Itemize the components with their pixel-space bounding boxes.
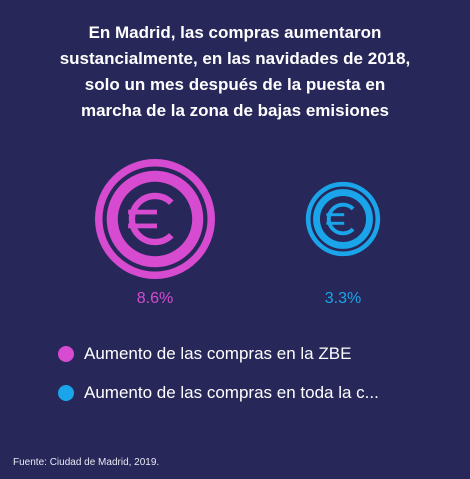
title-line: marcha de la zona de bajas emisiones (80, 101, 390, 120)
data-label: 8.6% (137, 290, 173, 307)
title-line: solo un mes después de la puesta en (84, 75, 386, 94)
bubble-city (305, 181, 381, 257)
title-line: sustancialmente, en las navidades de 201… (59, 49, 411, 68)
legend-label: Aumento de las compras en la ZBE (84, 344, 352, 363)
chart-title: En Madrid, las compras aumentaron sustan… (0, 20, 470, 124)
source-note: Fuente: Ciudad de Madrid, 2019. (13, 457, 160, 468)
legend: Aumento de las compras en la ZBE Aumento… (58, 341, 379, 419)
legend-item-city: Aumento de las compras en toda la c... (58, 380, 379, 406)
legend-label: Aumento de las compras en toda la c... (84, 383, 379, 402)
euro-icon (117, 181, 193, 257)
bubble-ring (310, 186, 376, 252)
legend-swatch (58, 385, 74, 401)
legend-item-zbe: Aumento de las compras en la ZBE (58, 341, 379, 367)
legend-swatch (58, 346, 74, 362)
bubble-zbe (95, 159, 215, 279)
data-label: 3.3% (325, 290, 361, 307)
bubble-ring (102, 166, 208, 272)
bubble-chart: 8.6% 3.3% (95, 159, 381, 307)
title-line: En Madrid, las compras aumentaron (88, 23, 382, 42)
euro-icon (319, 195, 367, 243)
